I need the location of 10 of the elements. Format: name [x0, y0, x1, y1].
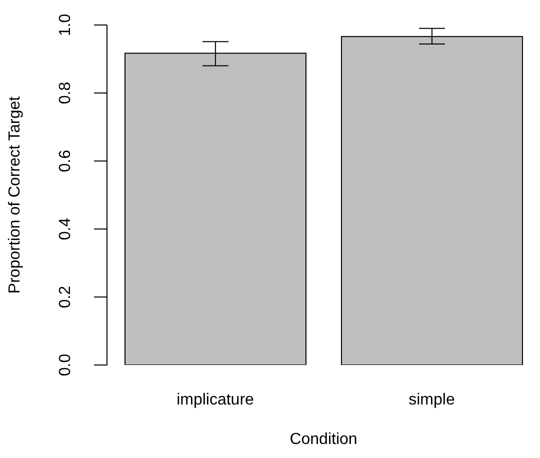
y-tick-label: 0.6	[57, 150, 74, 172]
x-tick-label: implicature	[176, 391, 254, 408]
y-tick-label: 0.2	[57, 286, 74, 308]
x-axis-title: Condition	[290, 431, 358, 448]
y-tick-label: 0.0	[57, 354, 74, 376]
y-axis-title: Proportion of Correct Target	[6, 96, 24, 294]
x-tick-label: simple	[408, 391, 455, 408]
y-tick-label: 0.8	[57, 82, 74, 104]
y-tick-label: 1.0	[57, 14, 74, 36]
y-tick-label: 0.4	[57, 218, 74, 240]
